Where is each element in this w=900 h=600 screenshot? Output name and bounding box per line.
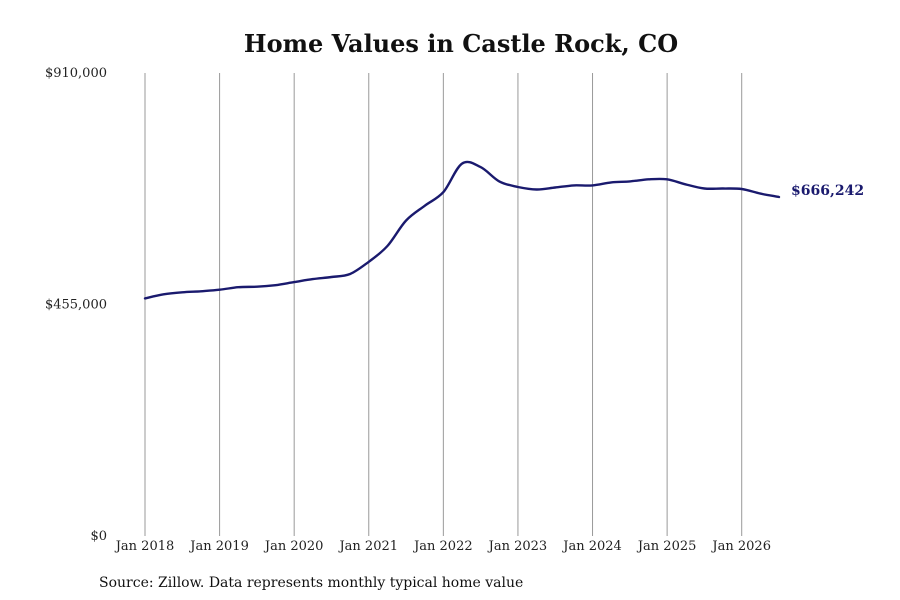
series-line [143, 160, 781, 300]
y-axis-ticks: $0 $455,000 $910,000 [45, 66, 107, 544]
x-tick-label: Jan 2026 [710, 539, 771, 554]
x-tick-label: Jan 2025 [636, 539, 697, 554]
x-tick-label: Jan 2020 [263, 539, 324, 554]
x-tick-label: Jan 2018 [114, 539, 175, 554]
x-tick-label: Jan 2023 [487, 539, 548, 554]
x-tick-label: Jan 2021 [337, 539, 398, 554]
y-tick-label: $0 [90, 529, 107, 544]
x-tick-label: Jan 2024 [561, 539, 622, 554]
source-note: Source: Zillow. Data represents monthly … [99, 575, 523, 591]
x-axis-ticks: Jan 2018 Jan 2019 Jan 2020 Jan 2021 Jan 2022… [114, 539, 771, 554]
vertical-gridlines [144, 73, 743, 536]
end-value-label: $666,242 [791, 183, 864, 199]
x-tick-label: Jan 2019 [188, 539, 249, 554]
y-tick-label: $910,000 [45, 66, 107, 81]
x-tick-label: Jan 2022 [412, 539, 473, 554]
chart-title: Home Values in Castle Rock, CO [244, 29, 678, 58]
y-tick-label: $455,000 [45, 298, 107, 313]
